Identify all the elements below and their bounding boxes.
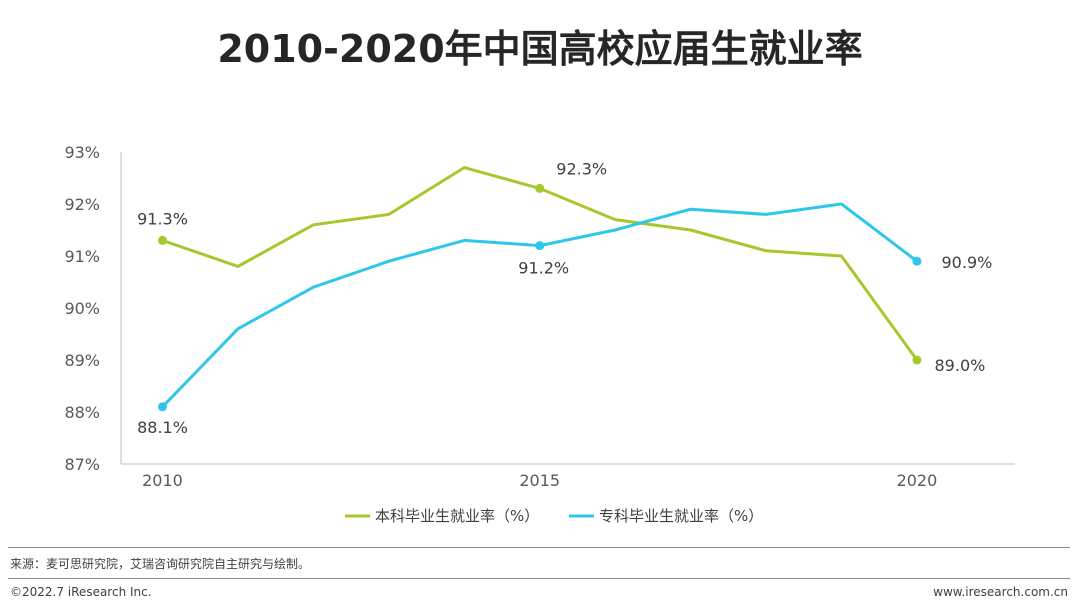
footer-divider-bottom <box>8 578 1070 579</box>
source-note: 来源：麦可思研究院，艾瑞咨询研究院自主研究与绘制。 <box>10 557 311 571</box>
footer-divider-top <box>8 547 1070 548</box>
y-tick-label: 92% <box>64 195 100 214</box>
data-point-marker <box>912 256 922 266</box>
y-tick-label: 90% <box>64 299 100 318</box>
data-point-marker <box>535 241 545 251</box>
y-tick-label: 93% <box>64 143 100 162</box>
data-point-marker <box>157 402 167 412</box>
x-tick-label: 2020 <box>897 471 938 490</box>
legend-label-2: 专科毕业生就业率（%） <box>599 507 763 525</box>
chart-axes: 87% 88% 89% 90% 91% 92% 93% 2010 2015 2020 <box>64 143 1015 490</box>
y-tick-label: 91% <box>64 247 100 266</box>
x-tick-label: 2015 <box>519 471 560 490</box>
y-tick-label: 88% <box>64 403 100 422</box>
data-point-marker <box>912 355 922 365</box>
y-tick-label: 87% <box>64 455 100 474</box>
x-tick-label: 2010 <box>142 471 183 490</box>
data-label: 89.0% <box>935 356 986 375</box>
y-tick-label: 89% <box>64 351 100 370</box>
series-line-2 <box>160 202 919 409</box>
data-label: 88.1% <box>137 418 188 437</box>
legend-label-1: 本科毕业生就业率（%） <box>375 507 539 525</box>
website-url: www.iresearch.com.cn <box>933 585 1068 599</box>
chart-legend: 本科毕业生就业率（%） 专科毕业生就业率（%） <box>345 507 763 525</box>
chart-data-labels: 91.3% 92.3% 89.0% 88.1% 91.2% 90.9% <box>137 159 992 436</box>
chart-title: 2010-2020年中国高校应届生就业率 <box>217 27 863 71</box>
data-label: 90.9% <box>942 253 993 272</box>
data-label: 91.2% <box>518 259 569 278</box>
data-label: 91.3% <box>137 209 188 228</box>
data-label: 92.3% <box>556 159 607 178</box>
copyright: ©2022.7 iResearch Inc. <box>10 585 152 599</box>
chart-series <box>157 166 922 412</box>
data-point-marker <box>535 183 545 193</box>
data-point-marker <box>157 235 167 245</box>
